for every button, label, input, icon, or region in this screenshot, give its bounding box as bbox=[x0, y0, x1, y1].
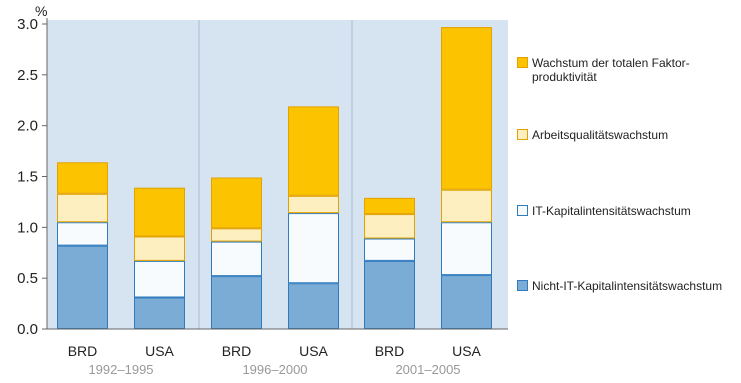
group-separators bbox=[198, 20, 353, 329]
bar-segment bbox=[134, 187, 185, 237]
legend-swatch bbox=[517, 280, 528, 291]
x-tick-label: USA bbox=[452, 343, 481, 359]
bar-segment bbox=[57, 245, 108, 329]
y-tick-label: 1.0 bbox=[17, 219, 38, 236]
bar-segment bbox=[211, 228, 262, 242]
x-tick-label: USA bbox=[299, 343, 328, 359]
legend-label: Arbeitsqualitätswachstum bbox=[532, 128, 668, 142]
bar-segment bbox=[441, 27, 492, 190]
bar-segment bbox=[441, 222, 492, 276]
bar-segment bbox=[288, 283, 339, 329]
bar-segment bbox=[441, 275, 492, 330]
y-tick-label: 2.5 bbox=[17, 67, 38, 84]
y-tick-label: 1.5 bbox=[17, 169, 38, 186]
bar-segment bbox=[57, 193, 108, 223]
bar-segment bbox=[288, 195, 339, 214]
legend-label: produktivität bbox=[532, 70, 597, 84]
bars bbox=[57, 27, 492, 330]
y-unit-label: % bbox=[35, 3, 47, 19]
bar-segment bbox=[288, 213, 339, 284]
bar-segment bbox=[211, 276, 262, 329]
bar-segment bbox=[211, 241, 262, 277]
legend: Wachstum der totalen Faktor-produktivitä… bbox=[517, 56, 722, 293]
bar-segment bbox=[134, 297, 185, 330]
bar-segment bbox=[288, 106, 339, 196]
x-tick-label: BRD bbox=[68, 343, 98, 359]
y-tick-label: 0.0 bbox=[17, 321, 38, 338]
x-tick-label: BRD bbox=[222, 343, 252, 359]
bar-segment bbox=[57, 222, 108, 246]
y-tick-label: 0.5 bbox=[17, 270, 38, 287]
x-axis-labels: BRD USA BRD USA BRD USA 1992–1995 1996–2000 2001… bbox=[68, 343, 482, 377]
bar-segment bbox=[364, 197, 415, 215]
bar-segment bbox=[211, 177, 262, 229]
y-tick-label: 2.0 bbox=[17, 118, 38, 135]
bar-segment bbox=[134, 260, 185, 298]
y-axis: 0.0 0.5 1.0 1.5 2.0 2.5 3.0 bbox=[17, 16, 508, 338]
bar-segment bbox=[134, 236, 185, 261]
plot-area bbox=[47, 20, 508, 329]
group-label: 1992–1995 bbox=[88, 362, 153, 377]
bar-segment bbox=[364, 260, 415, 329]
legend-label: Wachstum der totalen Faktor- bbox=[532, 56, 690, 70]
x-tick-label: BRD bbox=[375, 343, 405, 359]
group-label: 1996–2000 bbox=[242, 362, 307, 377]
bar-segment bbox=[441, 189, 492, 223]
legend-swatch bbox=[517, 205, 528, 216]
legend-swatch bbox=[517, 57, 528, 68]
group-label: 2001–2005 bbox=[395, 362, 460, 377]
bar-segment bbox=[364, 238, 415, 261]
bar-segment bbox=[57, 162, 108, 194]
y-tick-label: 3.0 bbox=[17, 16, 38, 33]
legend-swatch bbox=[517, 129, 528, 140]
legend-label: Nicht-IT-Kapitalintensitätswachstum bbox=[532, 279, 722, 293]
bar-segment bbox=[364, 214, 415, 239]
legend-label: IT-Kapitalintensitätswachstum bbox=[532, 204, 691, 218]
x-tick-label: USA bbox=[145, 343, 174, 359]
